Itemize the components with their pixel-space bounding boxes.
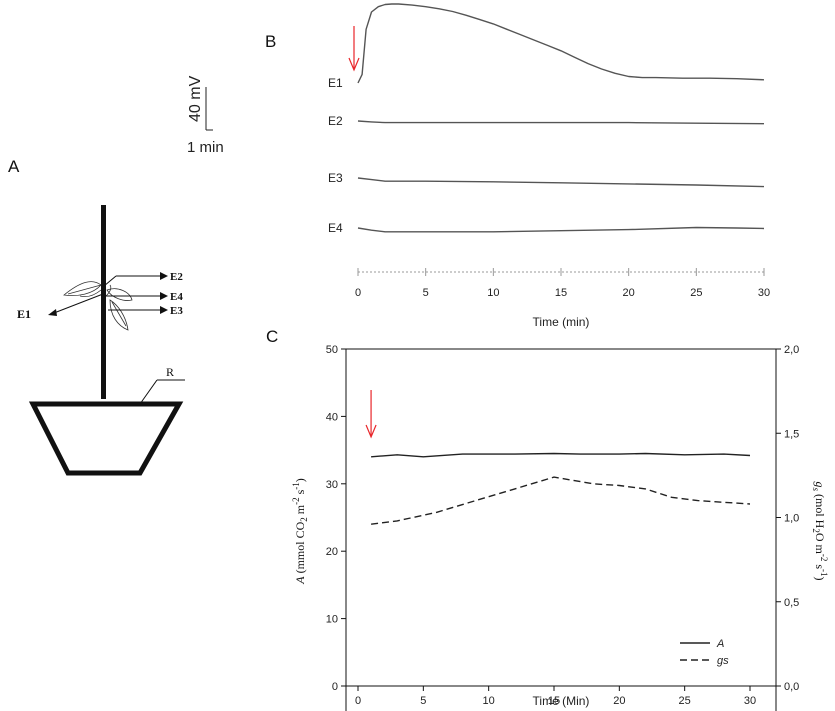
x-tick-label: 10 [487, 287, 499, 299]
y2-tick-label: 1,0 [784, 513, 799, 525]
x-tick-label: 30 [744, 695, 756, 707]
legend-a-label: A [716, 638, 724, 650]
trace-e2 [357, 120, 765, 125]
y-tick-label: 0 [332, 681, 338, 693]
chart-b: 0 5 10 15 20 25 30 E1 E2 E3 E4 Time (min) [328, 3, 770, 329]
series-gs-line [371, 476, 751, 525]
y-tick-label: 10 [326, 614, 338, 626]
panel-label-c: C [266, 327, 278, 346]
y-tick-label: 30 [326, 479, 338, 491]
legend-gs-label: gs [717, 655, 729, 667]
x-tick-label: 20 [623, 287, 635, 299]
x-tick-label: 0 [355, 695, 361, 707]
chart-c-axes: 0 5 10 15 20 25 30 0 10 20 30 40 50 0,0 0,5 1,0 1,5 2,0 [326, 344, 800, 707]
chart-c-y2-label: gs (mol H2O m-2 s-1) [811, 481, 829, 580]
y-tick-label: 50 [326, 344, 338, 356]
x-tick-label: 15 [548, 695, 560, 707]
trace-label-e2: E2 [328, 114, 343, 128]
x-tick-label: 5 [423, 287, 429, 299]
trace-label-e4: E4 [328, 221, 343, 235]
leaf-right [105, 284, 133, 331]
electrode-e4-arrow: E4 [106, 291, 183, 303]
trace-e4 [357, 226, 765, 233]
reference-electrode-label: R [166, 365, 174, 379]
electrode-e3-arrow: E3 [108, 305, 183, 317]
electrode-e1-label: E1 [17, 307, 31, 321]
chart-b-stimulus-arrow [348, 26, 360, 72]
x-tick-label: 15 [555, 287, 567, 299]
chart-c-y-label: A (mmol CO2 m-2 s-1) [291, 478, 309, 585]
y2-tick-label: 0,0 [784, 681, 799, 693]
chart-c-x-label: Time (Min) [533, 694, 590, 708]
x-tick-label: 0 [355, 287, 361, 299]
chart-b-x-label: Time (min) [533, 315, 590, 329]
x-tick-label: 30 [758, 287, 770, 299]
x-tick-label: 5 [420, 695, 426, 707]
plant-pot [28, 401, 184, 476]
y2-tick-label: 0,5 [784, 597, 799, 609]
trace-e3 [357, 177, 765, 188]
chart-c-series [371, 452, 751, 525]
chart-b-trace-labels: E1 E2 E3 E4 [328, 76, 343, 235]
electrode-e2-arrow: E2 [103, 271, 183, 287]
chart-c-legend: Ags [680, 638, 729, 667]
y2-tick-label: 1,5 [784, 428, 799, 440]
scale-bar: 40 mV 1 min [187, 75, 224, 156]
y2-tick-label: 2,0 [784, 344, 799, 356]
reference-electrode-wire [139, 379, 158, 405]
electrode-e4-label: E4 [170, 291, 183, 303]
chart-b-x-axis: 0 5 10 15 20 25 30 [355, 268, 770, 299]
plant-stem [101, 205, 106, 399]
arrow-head [348, 57, 360, 72]
chart-c-plot-frame [345, 348, 777, 711]
scale-bar-horizontal-label: 1 min [187, 139, 224, 156]
electrode-e1-arrow: E1 [17, 293, 104, 321]
x-tick-label: 25 [679, 695, 691, 707]
trace-label-e3: E3 [328, 171, 343, 185]
y-tick-label: 20 [326, 546, 338, 558]
trace-label-e1: E1 [328, 76, 343, 90]
chart-c: 0 5 10 15 20 25 30 0 10 20 30 40 50 0,0 0,5 1,0 1,5 2,0 T… [291, 344, 829, 711]
electrode-e2-label: E2 [170, 271, 183, 283]
y-tick-label: 40 [326, 411, 338, 423]
electrode-e3-label: E3 [170, 305, 183, 317]
panel-label-b: B [265, 32, 276, 51]
scale-bar-vertical-label: 40 mV [187, 75, 204, 122]
trace-e1 [357, 3, 765, 84]
series-a-line [371, 452, 751, 458]
x-tick-label: 20 [613, 695, 625, 707]
x-tick-label: 10 [483, 695, 495, 707]
x-tick-label: 25 [690, 287, 702, 299]
leaf-left [63, 281, 102, 298]
panel-label-a: A [8, 157, 20, 176]
chart-b-traces [357, 3, 765, 233]
chart-c-stimulus-arrow [365, 390, 377, 439]
plant-diagram: E1 E2 E4 E3 R [17, 205, 185, 476]
arrow-head [365, 424, 377, 439]
